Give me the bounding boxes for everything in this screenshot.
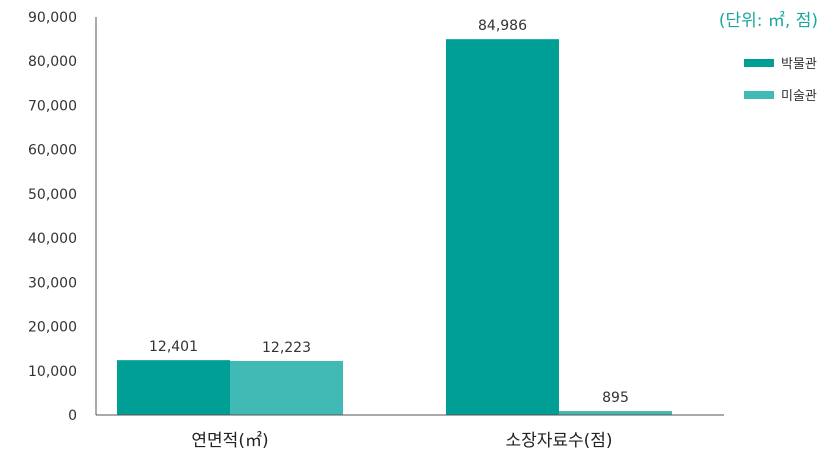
bar — [446, 39, 559, 415]
bar — [117, 360, 230, 415]
y-tick-label: 70,000 — [28, 98, 77, 114]
bar-value-label: 12,223 — [262, 340, 311, 356]
bar-value-label: 84,986 — [478, 18, 527, 34]
value-labels: 12,401 12,223 84,986 895 — [149, 18, 629, 406]
y-tick-label: 0 — [68, 408, 77, 424]
y-axis-ticks: 0 10,000 20,000 30,000 40,000 50,000 60,000 70,… — [28, 10, 77, 424]
x-category-label: 소장자료수(점) — [505, 431, 612, 451]
legend-label: 미술관 — [781, 89, 817, 104]
unit-note: (단위: ㎡, 점) — [719, 11, 818, 31]
y-tick-label: 50,000 — [28, 187, 77, 203]
bar — [230, 360, 343, 415]
bar-value-label: 895 — [602, 390, 629, 406]
legend-label: 박물관 — [781, 57, 817, 72]
legend-swatch — [744, 59, 774, 67]
y-tick-label: 90,000 — [28, 10, 77, 26]
y-tick-label: 10,000 — [28, 364, 77, 380]
y-tick-label: 40,000 — [28, 231, 77, 247]
y-tick-label: 30,000 — [28, 275, 77, 291]
x-category-label: 연면적(㎡) — [191, 431, 268, 451]
y-tick-label: 60,000 — [28, 143, 77, 159]
y-tick-label: 20,000 — [28, 320, 77, 336]
bars — [117, 39, 672, 415]
y-tick-label: 80,000 — [28, 54, 77, 70]
legend-swatch — [744, 91, 774, 99]
category-labels: 연면적(㎡) 소장자료수(점) — [191, 431, 612, 451]
bar — [559, 411, 672, 415]
bar-value-label: 12,401 — [149, 339, 198, 355]
